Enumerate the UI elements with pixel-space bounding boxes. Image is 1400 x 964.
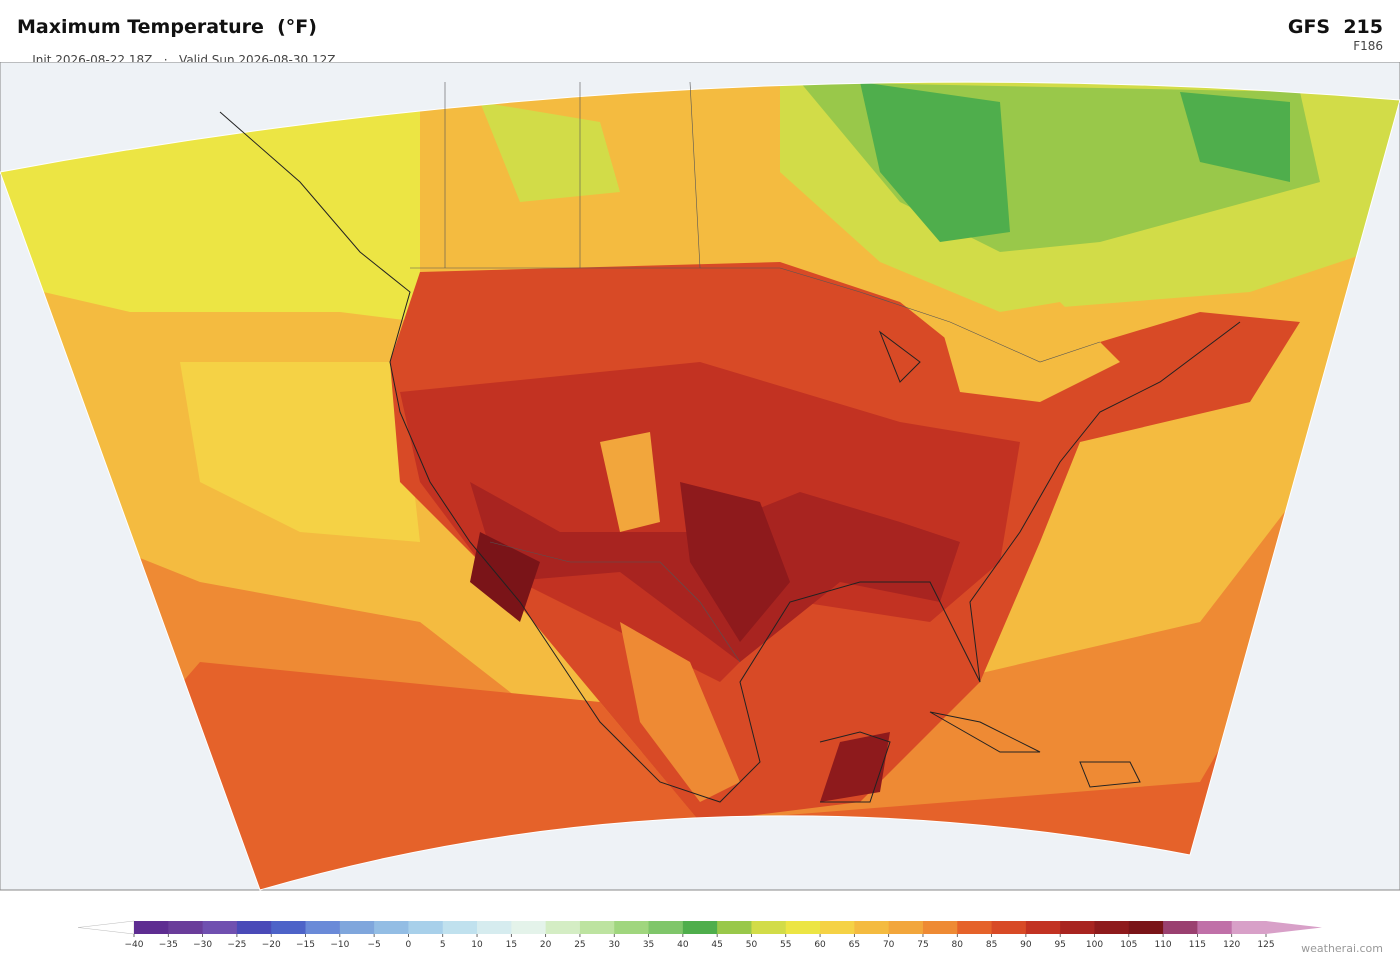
colorbar-segment bbox=[168, 921, 204, 934]
colorbar-tick-label: 55 bbox=[780, 940, 791, 950]
colorbar-tick-label: 75 bbox=[917, 940, 928, 950]
colorbar-segment bbox=[236, 921, 272, 934]
colorbar-segment bbox=[1060, 921, 1095, 934]
map bbox=[0, 62, 1400, 891]
colorbar-tick-label: −10 bbox=[330, 940, 349, 950]
colorbar-tick-label: −35 bbox=[159, 940, 178, 950]
colorbar-segment bbox=[271, 921, 307, 934]
colorbar-segment bbox=[134, 921, 169, 934]
colorbar-tick-label: 50 bbox=[746, 940, 758, 950]
colorbar-segment bbox=[888, 921, 924, 934]
colorbar-tick-label: 45 bbox=[711, 940, 722, 950]
colorbar-segment bbox=[717, 921, 752, 934]
colorbar-tick-label: 30 bbox=[609, 940, 621, 950]
colorbar-tick-label: 40 bbox=[677, 940, 689, 950]
borders bbox=[410, 81, 1101, 663]
colorbar-tick-label: 10 bbox=[471, 940, 483, 950]
colorbar-segment bbox=[1197, 921, 1233, 934]
colorbar-tick-label: 95 bbox=[1054, 940, 1065, 950]
colorbar-tick-label: 15 bbox=[506, 940, 517, 950]
colorbar-tick-label: 125 bbox=[1257, 940, 1274, 950]
colorbar-segment bbox=[545, 921, 581, 934]
model-name: GFS 215 bbox=[1287, 16, 1383, 38]
colorbar-segment bbox=[854, 921, 890, 934]
colorbar-segment bbox=[614, 921, 650, 934]
colorbar-tick-label: 65 bbox=[849, 940, 860, 950]
colorbar-segment bbox=[202, 921, 238, 934]
colorbar-segment bbox=[305, 921, 341, 934]
colorbar-over bbox=[1266, 921, 1322, 934]
colorbar-segment bbox=[579, 921, 615, 934]
colorbar-segment bbox=[442, 921, 478, 934]
colorbar-tick-label: 0 bbox=[406, 940, 412, 950]
colorbar-tick-label: 110 bbox=[1154, 940, 1171, 950]
forecast-hour: F186 bbox=[1353, 39, 1383, 53]
colorbar-tick-label: 60 bbox=[814, 940, 826, 950]
colorbar-tick-label: −15 bbox=[296, 940, 315, 950]
colorbar-segment bbox=[682, 921, 718, 934]
colorbar-segment bbox=[374, 921, 409, 934]
colorbar: −40 −35 −30 −25 −20 −15 −10 −5 0 5 10 15 20 25 30 35 40 4… bbox=[77, 920, 1322, 950]
temperature-field bbox=[0, 82, 1400, 890]
colorbar-segment bbox=[922, 921, 958, 934]
colorbar-tick-label: 105 bbox=[1120, 940, 1137, 950]
colorbar-tick-label: 90 bbox=[1020, 940, 1032, 950]
separator: · bbox=[163, 53, 168, 67]
colorbar-tick-label: −20 bbox=[262, 940, 281, 950]
colorbar-tick-label: 25 bbox=[574, 940, 585, 950]
colorbar-segment bbox=[1025, 921, 1061, 934]
colorbar-tick-label: −30 bbox=[193, 940, 212, 950]
credit: weatherai.com bbox=[1301, 942, 1383, 955]
colorbar-segment bbox=[511, 921, 547, 934]
coastlines bbox=[219, 111, 1241, 803]
colorbar-segment bbox=[820, 921, 855, 934]
colorbar-tick-label: 115 bbox=[1189, 940, 1206, 950]
colorbar-segment bbox=[1128, 921, 1164, 934]
colorbar-tick-label: −5 bbox=[367, 940, 380, 950]
colorbar-segment bbox=[477, 921, 512, 934]
colorbar-segment bbox=[957, 921, 993, 934]
colorbar-tick-label: 35 bbox=[643, 940, 654, 950]
colorbar-tick-label: 85 bbox=[986, 940, 997, 950]
colorbar-tick-label: 80 bbox=[952, 940, 964, 950]
colorbar-segment bbox=[408, 921, 444, 934]
colorbar-tick-label: 20 bbox=[540, 940, 552, 950]
colorbar-segment bbox=[1231, 921, 1267, 934]
colorbar-segment bbox=[339, 921, 375, 934]
title: Maximum Temperature (°F) bbox=[17, 16, 317, 38]
colorbar-tick-label: 70 bbox=[883, 940, 895, 950]
colorbar-segment bbox=[751, 921, 787, 934]
colorbar-segment bbox=[1163, 921, 1198, 934]
colorbar-tick-label: −40 bbox=[125, 940, 144, 950]
colorbar-segment bbox=[785, 921, 821, 934]
colorbar-tick-label: −25 bbox=[227, 940, 246, 950]
colorbar-tick-label: 5 bbox=[440, 940, 446, 950]
colorbar-under bbox=[77, 920, 135, 935]
colorbar-segment bbox=[1094, 921, 1130, 934]
colorbar-tick-label: 120 bbox=[1223, 940, 1240, 950]
colorbar-segment bbox=[648, 921, 684, 934]
domain-edge bbox=[0, 81, 1400, 891]
colorbar-segment bbox=[991, 921, 1027, 934]
colorbar-tick-label: 100 bbox=[1086, 940, 1103, 950]
